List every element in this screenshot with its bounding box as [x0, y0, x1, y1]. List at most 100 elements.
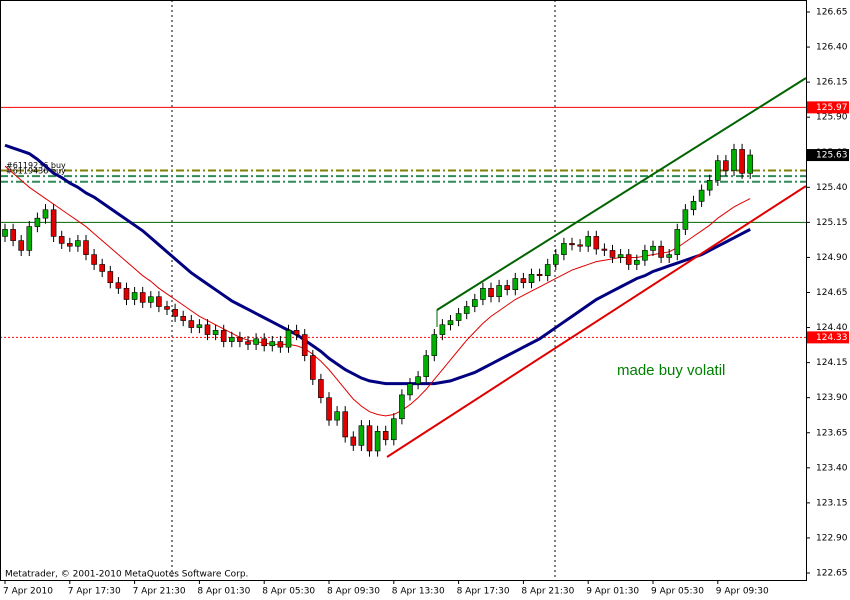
plot-frame	[0, 0, 807, 581]
candle-body	[220, 330, 227, 342]
candle-body	[10, 229, 16, 241]
candle-body	[26, 226, 33, 251]
candle-body	[471, 299, 478, 307]
y-tick-label: 125.90	[816, 113, 848, 123]
y-tick-label: 125.40	[816, 183, 848, 193]
y-tick-label: 124.90	[816, 253, 848, 263]
candle-body	[75, 240, 81, 247]
candle-body	[633, 259, 640, 265]
candle-body	[261, 338, 268, 347]
candle-body	[520, 278, 527, 283]
candle-body	[139, 292, 146, 303]
plot: #6119236 buy#6119436 buy	[0, 106, 806, 457]
price-tag-label: 124.33	[816, 333, 848, 343]
candle-body	[585, 236, 592, 247]
candle-body	[528, 273, 535, 283]
candle-body	[666, 254, 673, 258]
candle-body	[455, 313, 462, 321]
candle-body	[188, 320, 195, 328]
candle-body	[658, 245, 664, 258]
candle-body	[407, 383, 413, 396]
candle-body	[229, 337, 235, 342]
candle-body	[650, 245, 656, 251]
candle-body	[593, 236, 600, 250]
candle-body	[731, 149, 737, 171]
moving-average	[4, 143, 751, 386]
price-tag	[807, 101, 849, 114]
candle-body	[358, 425, 365, 446]
candle-body	[682, 209, 689, 230]
trend-line	[436, 77, 807, 311]
order-label: #6119436 buy	[6, 167, 66, 176]
x-tick-label: 7 Apr 21:30	[133, 587, 186, 597]
candle-body	[326, 397, 332, 421]
bid-tag	[807, 149, 849, 162]
candle-body	[723, 160, 729, 171]
y-tick-label: 123.65	[816, 428, 848, 438]
candle-body	[269, 341, 276, 347]
y-tick-label: 123.15	[816, 498, 848, 508]
candle-body	[536, 273, 543, 276]
candle-body	[309, 355, 316, 380]
candle-body	[83, 240, 89, 255]
candle-body	[488, 287, 494, 298]
candle-body	[601, 248, 608, 251]
y-tick-label: 126.65	[816, 8, 848, 18]
candle-body	[156, 296, 162, 307]
candle-body	[34, 217, 41, 227]
candle-body	[390, 418, 397, 441]
candle-body	[399, 394, 405, 420]
candle-body	[552, 254, 559, 265]
candle-body	[50, 209, 57, 237]
candle-body	[164, 306, 170, 310]
candle-body	[334, 411, 340, 421]
candle-body	[706, 180, 713, 191]
y-tick-label: 125.15	[816, 218, 848, 228]
x-tick-label: 8 Apr 17:30	[457, 587, 510, 597]
candle-body	[253, 338, 259, 345]
candle-body	[342, 411, 349, 438]
candle-body	[18, 240, 25, 251]
candle-body	[285, 330, 292, 348]
candle-body	[714, 160, 721, 181]
x-tick-label: 9 Apr 05:30	[651, 587, 704, 597]
candle-body	[245, 341, 251, 345]
x-tick-label: 8 Apr 01:30	[197, 587, 250, 597]
y-tick-label: 124.15	[816, 358, 848, 368]
x-tick-label: 8 Apr 09:30	[327, 587, 380, 597]
bid-label: 125.63	[816, 151, 848, 161]
candle-body	[293, 330, 300, 335]
candle-body	[431, 334, 438, 356]
y-tick-label: 123.40	[816, 463, 848, 473]
candle-body	[496, 285, 502, 298]
candle-body	[212, 330, 219, 335]
candle-body	[58, 236, 65, 244]
candle-body	[107, 271, 114, 283]
candle-body	[382, 431, 389, 441]
candle-body	[196, 324, 203, 328]
candle-body	[67, 243, 73, 247]
candle-body	[91, 254, 97, 265]
candle-body	[577, 244, 583, 247]
candle-body	[504, 285, 511, 290]
x-tick-label: 9 Apr 01:30	[586, 587, 639, 597]
candle-body	[204, 324, 211, 335]
candle-body	[123, 287, 130, 300]
candle-body	[439, 324, 446, 335]
y-tick-label: 126.40	[816, 43, 848, 53]
x-tick-label: 7 Apr 17:30	[68, 587, 121, 597]
candle-body	[423, 355, 430, 377]
candle-body	[350, 436, 357, 446]
y-tick-label: 122.65	[816, 569, 848, 579]
candle-body	[642, 250, 648, 261]
trend-line	[386, 185, 807, 458]
y-tick-label: 126.15	[816, 78, 848, 88]
annotation: made buy volatil	[617, 362, 725, 379]
candle-body	[617, 254, 624, 258]
x-tick-label: 7 Apr 2010	[3, 587, 53, 597]
candle-body	[609, 250, 616, 258]
candle-body	[625, 254, 632, 265]
candle-body	[318, 379, 324, 398]
candle-body	[674, 229, 681, 255]
y-tick-label: 123.90	[816, 393, 848, 403]
